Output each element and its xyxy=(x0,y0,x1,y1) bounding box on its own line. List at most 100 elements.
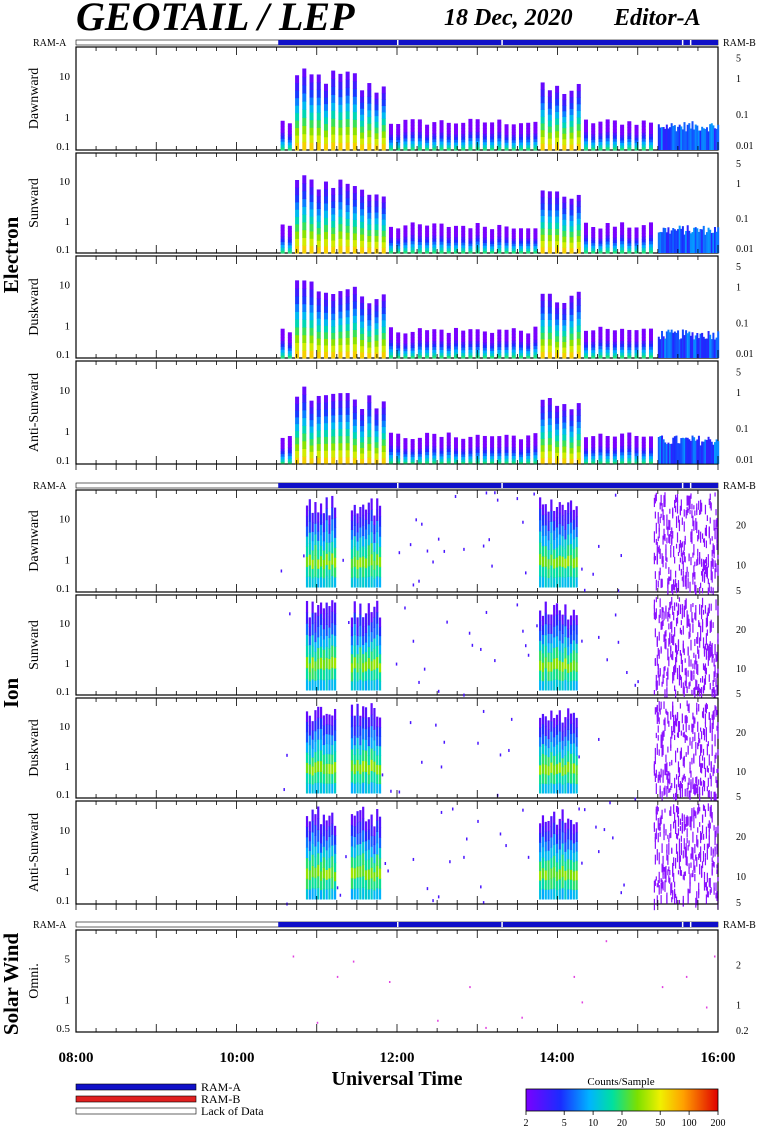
spectrogram-cell xyxy=(656,654,658,666)
spectrogram-cell xyxy=(583,137,588,142)
spectrogram-cell xyxy=(439,349,444,353)
spectrogram-cell xyxy=(627,335,632,339)
spectrogram-cell xyxy=(533,451,538,456)
spectrogram-cell xyxy=(591,438,596,443)
spectrogram-cell xyxy=(287,247,292,251)
spectrogram-cell xyxy=(490,347,495,351)
spectrogram-cell xyxy=(576,143,581,151)
spectrogram-cell xyxy=(689,581,691,593)
spectrogram-cell xyxy=(511,441,516,445)
spectrogram-cell xyxy=(418,579,420,583)
spectrogram-cell xyxy=(547,729,550,740)
spectrogram-cell xyxy=(468,455,473,460)
spectrogram-cell xyxy=(540,109,545,117)
spectrogram-cell xyxy=(685,680,687,689)
spectrogram-cell xyxy=(583,437,588,441)
spectrogram-cell xyxy=(316,189,321,197)
spectrogram-cell xyxy=(439,138,444,142)
spectrogram-cell xyxy=(403,440,408,444)
spectrogram-cell xyxy=(331,118,336,127)
spectrogram-cell xyxy=(553,764,556,775)
spectrogram-cell xyxy=(541,743,545,754)
spectrogram-cell xyxy=(345,330,350,338)
spectrogram-cell xyxy=(591,227,596,231)
spectrogram-cell xyxy=(676,494,679,503)
spectrogram-cell xyxy=(687,745,689,754)
spectrogram-cell xyxy=(697,435,700,464)
spectrogram-cell xyxy=(439,229,444,233)
spectrogram-cell xyxy=(323,325,328,333)
spectrogram-cell xyxy=(475,329,480,333)
x-axis-ticks xyxy=(75,490,719,592)
spectrogram-cell xyxy=(674,584,676,591)
spectrogram-cell xyxy=(659,548,661,559)
spectrogram-cell xyxy=(567,502,570,514)
spectrogram-cell xyxy=(634,330,639,334)
spectrogram-cell xyxy=(432,136,437,140)
spectrogram-cell xyxy=(305,546,309,557)
spectrogram-cell xyxy=(314,845,317,858)
spectrogram-cell xyxy=(659,831,661,837)
spectrogram-cell xyxy=(316,395,321,404)
spectrogram-cell xyxy=(305,782,309,794)
spectrogram-cell xyxy=(674,888,676,894)
spectrogram-cell xyxy=(685,672,687,684)
spectrogram-cell xyxy=(388,250,393,254)
spectrogram-cell xyxy=(541,733,545,745)
spectrogram-cell xyxy=(309,238,314,247)
spectrogram-cell xyxy=(662,744,664,756)
spectrogram-cell xyxy=(661,330,664,358)
spectrogram-cell xyxy=(620,234,625,239)
spectrogram-cell xyxy=(612,231,617,236)
spectrogram-cell xyxy=(673,611,675,621)
spectrogram-cell xyxy=(367,116,372,124)
spectrogram-cell xyxy=(572,639,575,651)
spectrogram-cell xyxy=(432,241,437,245)
spectrogram-cell xyxy=(504,355,509,359)
spectrogram-cell xyxy=(417,334,422,338)
spectrogram-cell xyxy=(562,428,567,435)
spectrogram-cell xyxy=(345,337,350,345)
spectrogram-cell xyxy=(403,247,408,251)
spectrogram-cell xyxy=(662,227,665,253)
spectrogram-cell xyxy=(295,443,300,452)
spectrogram-cell xyxy=(381,451,386,459)
spectrogram-cell xyxy=(575,727,578,738)
spectrogram-cell xyxy=(370,641,373,652)
spectrogram-cell xyxy=(432,141,437,145)
spectrogram-cell xyxy=(388,345,393,350)
spectrogram-cell xyxy=(350,548,354,559)
spectrogram-cell xyxy=(598,445,603,450)
spectrogram-cell xyxy=(666,519,668,530)
spectrogram-cell xyxy=(374,235,379,242)
spectrogram-cell xyxy=(555,429,560,436)
spectrogram-cell xyxy=(331,667,334,680)
spectrogram-cell xyxy=(311,623,314,636)
spectrogram-cell xyxy=(409,721,412,725)
spectrogram-cell xyxy=(362,864,365,877)
ram-bar-gap xyxy=(501,40,503,45)
spectrogram-cell xyxy=(547,879,550,890)
spectrogram-cell xyxy=(575,764,578,775)
spectrogram-cell xyxy=(378,755,382,766)
spectrogram-cell xyxy=(605,355,610,359)
spectrogram-cell xyxy=(323,116,328,125)
y-tick-label-right: 0.1 xyxy=(736,110,749,121)
spectrogram-cell xyxy=(671,527,673,534)
spectrogram-cell xyxy=(511,134,516,138)
spectrogram-cell xyxy=(425,142,430,146)
spectrogram-cell xyxy=(648,343,653,347)
spectrogram-cell xyxy=(367,849,370,860)
spectrogram-cell xyxy=(569,879,573,890)
spectrogram-cell xyxy=(446,242,451,246)
spectrogram-cell xyxy=(287,242,292,246)
spectrogram-cell xyxy=(453,442,458,446)
spectrogram-cell xyxy=(709,229,712,253)
spectrogram-cell xyxy=(359,546,362,558)
spectrogram-cell xyxy=(679,751,682,760)
spectrogram-cell xyxy=(591,147,596,151)
spectrogram-cell xyxy=(373,862,376,873)
y-tick-label-left: 10 xyxy=(59,385,71,397)
spectrogram-cell xyxy=(323,457,328,465)
